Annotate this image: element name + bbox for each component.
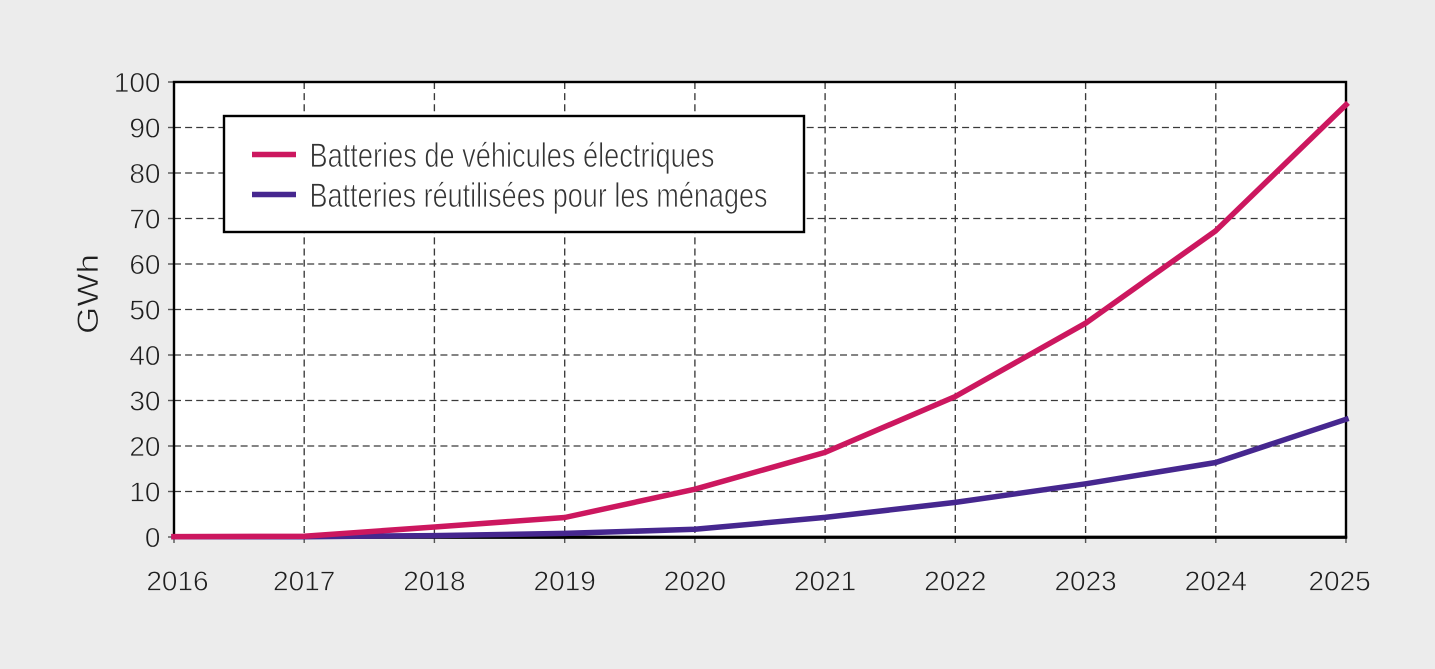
svg-text:2025: 2025: [1308, 566, 1370, 597]
svg-text:90: 90: [129, 113, 160, 144]
svg-text:40: 40: [129, 340, 160, 371]
svg-text:30: 30: [129, 386, 160, 417]
svg-text:2018: 2018: [403, 566, 465, 597]
svg-text:0: 0: [145, 522, 161, 553]
svg-text:2017: 2017: [273, 566, 335, 597]
svg-text:2021: 2021: [794, 566, 856, 597]
svg-text:Batteries de véhicules électri: Batteries de véhicules électriques: [310, 137, 715, 175]
svg-text:10: 10: [129, 477, 160, 508]
svg-text:Batteries réutilisées pour les: Batteries réutilisées pour les ménages: [310, 177, 768, 215]
svg-text:70: 70: [129, 204, 160, 235]
svg-text:GWh: GWh: [72, 254, 105, 334]
svg-text:100: 100: [114, 67, 161, 98]
svg-text:2016: 2016: [146, 566, 208, 597]
svg-text:2024: 2024: [1185, 566, 1247, 597]
svg-text:2019: 2019: [534, 566, 596, 597]
svg-text:20: 20: [129, 431, 160, 462]
svg-text:80: 80: [129, 158, 160, 189]
svg-text:60: 60: [129, 249, 160, 280]
svg-text:2020: 2020: [664, 566, 726, 597]
svg-text:50: 50: [129, 295, 160, 326]
svg-text:2022: 2022: [924, 566, 986, 597]
svg-text:2023: 2023: [1054, 566, 1116, 597]
